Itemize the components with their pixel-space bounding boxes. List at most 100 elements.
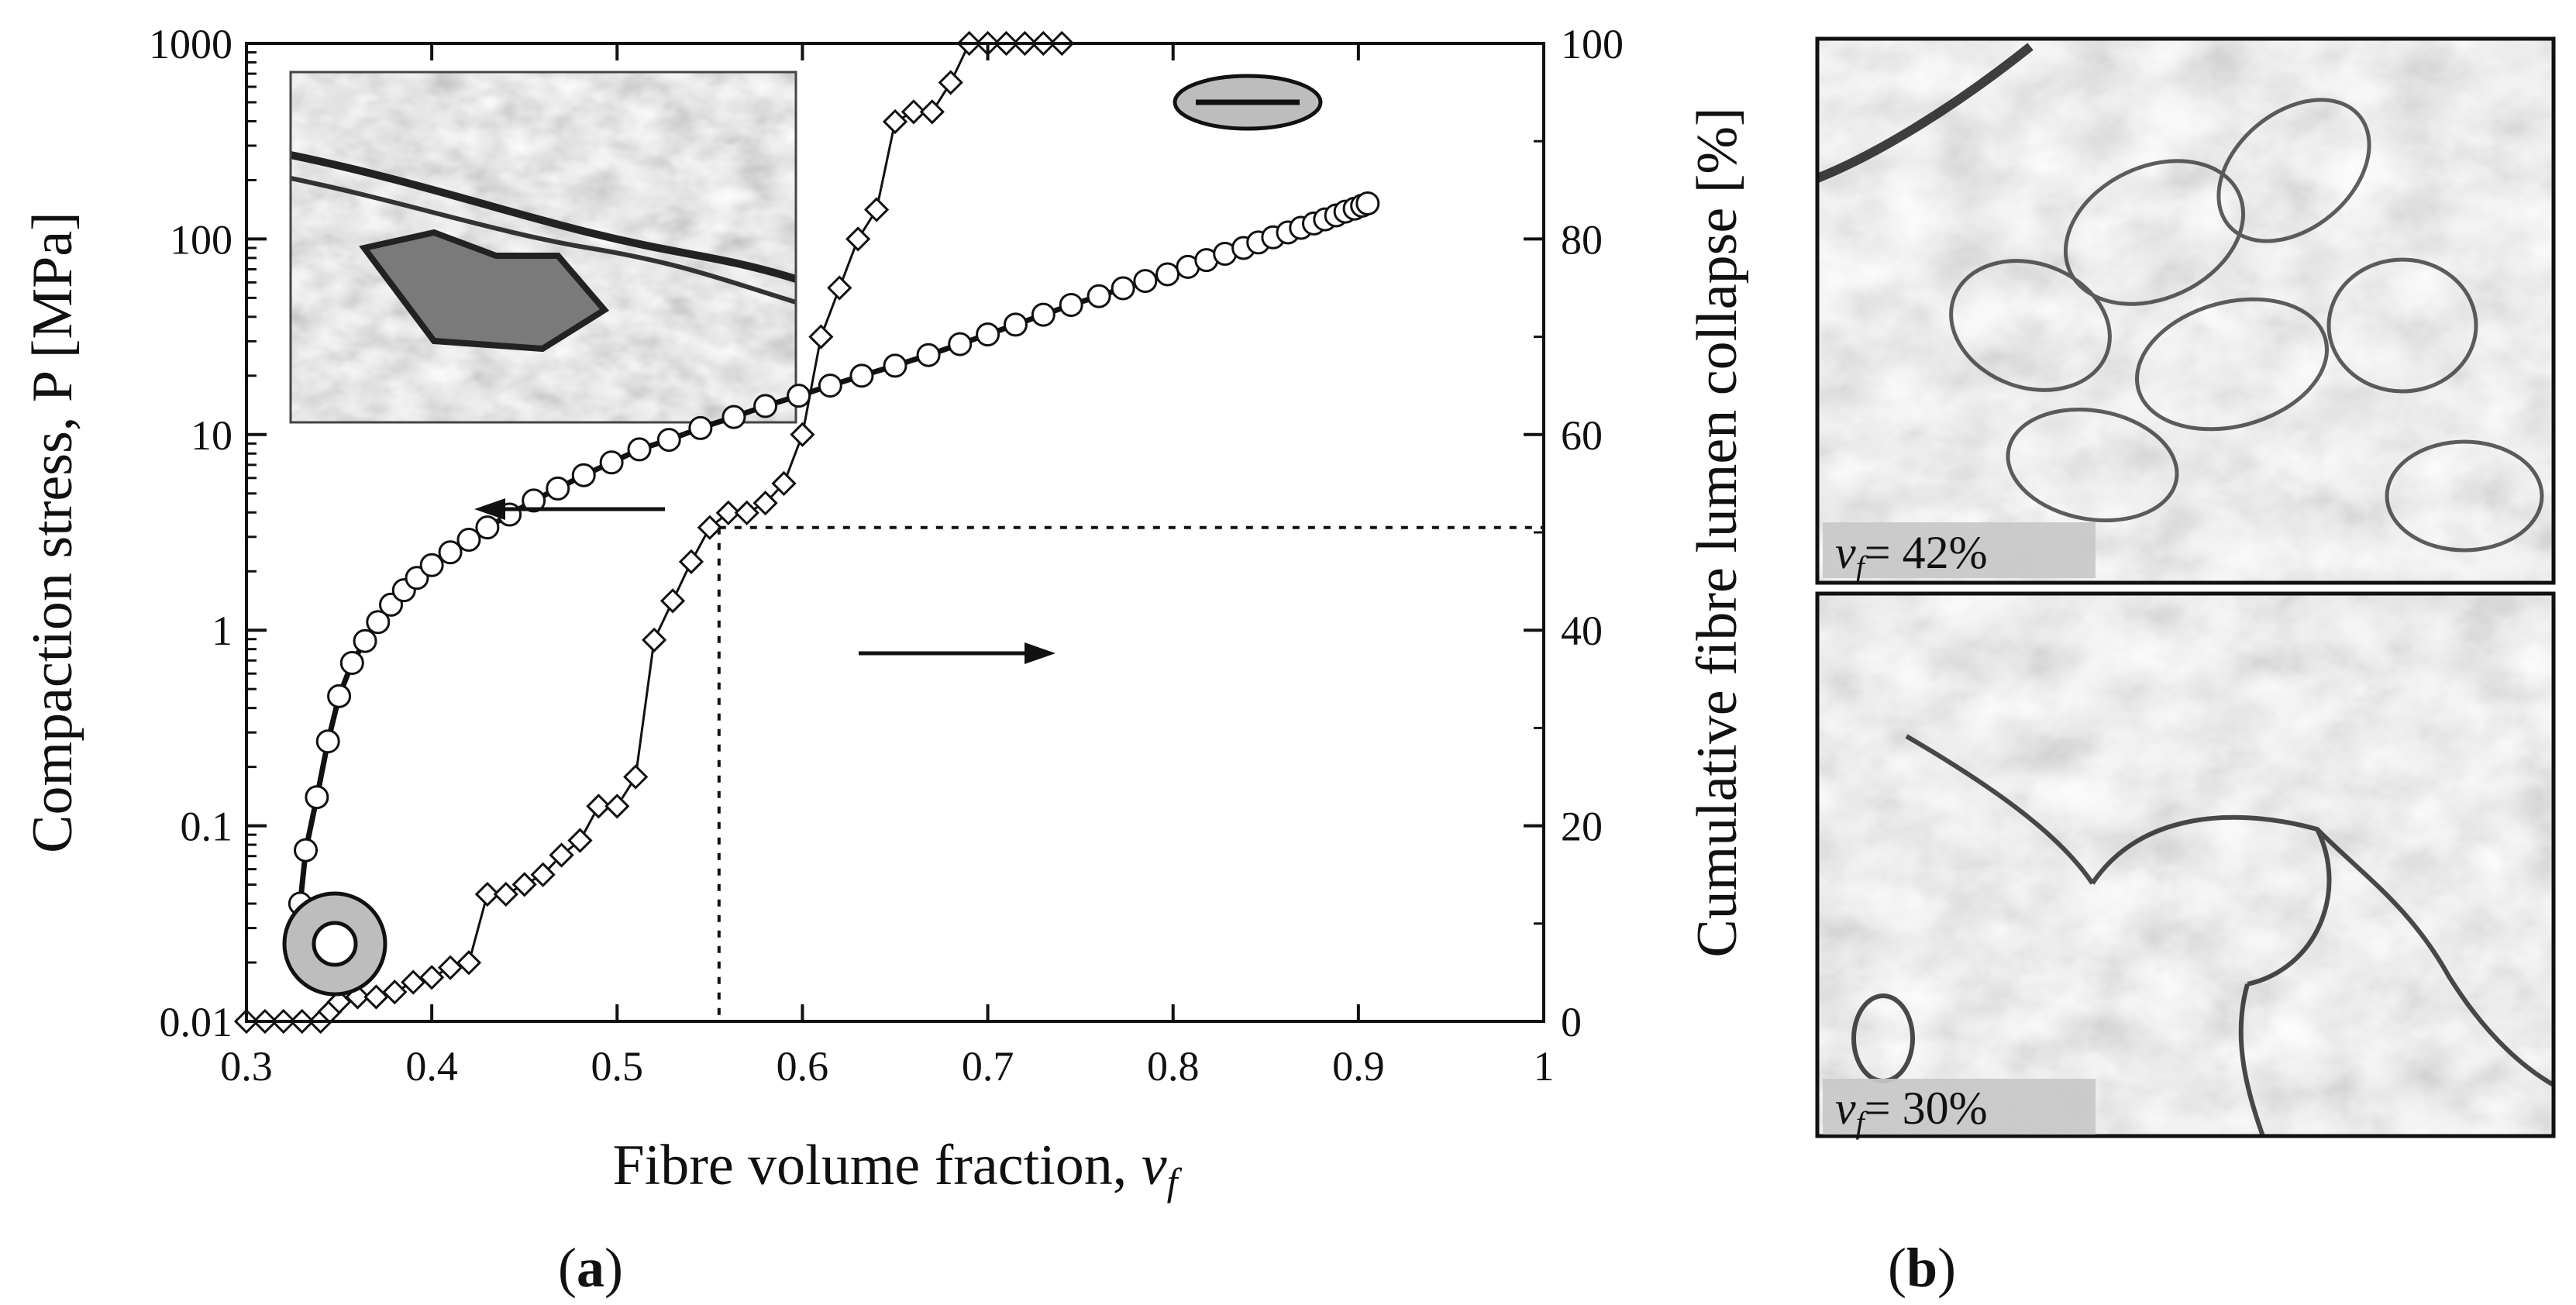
x-axis-title: Fibre volume fraction, vf bbox=[612, 1134, 1182, 1203]
right-axis-title: Cumulative fibre lumen collapse [%] bbox=[1686, 107, 1749, 957]
collapse-data-point bbox=[623, 764, 649, 790]
right-tick-label: 100 bbox=[1561, 21, 1624, 67]
collapse-data-point bbox=[808, 324, 834, 349]
micrograph-top-caption: vf= 42% bbox=[1835, 527, 1988, 584]
collapse-data-point bbox=[401, 969, 426, 995]
stress-data-point bbox=[366, 610, 391, 635]
right-tick-label: 80 bbox=[1561, 216, 1603, 263]
stress-data-point bbox=[976, 322, 1000, 347]
collapse-data-point bbox=[419, 965, 445, 990]
x-tick-label: 0.3 bbox=[220, 1043, 273, 1090]
stress-data-point bbox=[419, 553, 444, 577]
right-tick-label: 20 bbox=[1561, 804, 1603, 850]
x-tick-label: 0.6 bbox=[777, 1043, 829, 1090]
stress-data-point bbox=[753, 394, 778, 418]
stress-data-point bbox=[721, 405, 746, 429]
stress-data-point bbox=[305, 785, 329, 810]
stress-data-point bbox=[627, 437, 652, 462]
left-tick-label: 10 bbox=[191, 412, 232, 459]
panel-label-a: (a) bbox=[558, 1237, 623, 1299]
stress-data-point bbox=[294, 838, 319, 863]
stress-data-point bbox=[1133, 269, 1158, 294]
stress-data-point bbox=[1003, 312, 1028, 337]
stress-data-point bbox=[1087, 284, 1111, 308]
micrograph-panel-b: vf= 42% vf= 30% (b) bbox=[1815, 36, 2556, 1299]
micrograph-bottom-caption: vf= 30% bbox=[1835, 1083, 1988, 1140]
inset-sem-micrograph bbox=[289, 71, 797, 424]
stress-data-point bbox=[656, 428, 681, 453]
stress-data-point bbox=[916, 343, 941, 367]
stress-data-point bbox=[688, 415, 713, 440]
left-axis-title: Compaction stress, P [MPa] bbox=[21, 212, 84, 853]
stress-data-point bbox=[1111, 276, 1135, 301]
x-tick-label: 0.5 bbox=[591, 1043, 644, 1090]
collapse-data-point bbox=[493, 881, 518, 907]
collapse-data-point bbox=[678, 549, 704, 574]
stress-data-point bbox=[522, 488, 546, 513]
collapse-data-point bbox=[530, 862, 556, 887]
collapse-data-point bbox=[456, 950, 482, 976]
collapse-data-point bbox=[567, 828, 593, 853]
chart-panel-a: 0.3 0.4 0.5 0.6 0.7 0.8 0.9 1 0.010.11101001000… bbox=[21, 21, 1749, 1299]
collapse-data-point bbox=[790, 422, 815, 447]
stress-data-point bbox=[571, 463, 596, 487]
collapse-data-point bbox=[474, 881, 501, 907]
x-axis-ticks: 0.3 0.4 0.5 0.6 0.7 0.8 0.9 1 bbox=[220, 43, 1555, 1090]
stress-data-point bbox=[1355, 191, 1380, 216]
stress-data-point bbox=[339, 650, 364, 675]
left-tick-label: 0.1 bbox=[181, 804, 233, 850]
collapse-data-point bbox=[697, 515, 722, 540]
fibre-collapsed-lumen-icon bbox=[1173, 74, 1323, 131]
collapse-data-point bbox=[549, 842, 574, 868]
collapse-data-point bbox=[586, 794, 611, 819]
micrograph-bottom: vf= 30% bbox=[1815, 591, 2556, 1140]
x-tick-label: 0.4 bbox=[405, 1043, 458, 1090]
collapse-data-point bbox=[363, 984, 389, 1010]
collapse-data-point bbox=[863, 197, 890, 222]
stress-data-point bbox=[818, 374, 842, 398]
left-tick-label: 1 bbox=[212, 608, 232, 654]
left-tick-label: 0.01 bbox=[160, 999, 233, 1045]
right-tick-label: 40 bbox=[1561, 608, 1603, 654]
stress-data-point bbox=[456, 527, 481, 552]
collapse-data-point bbox=[771, 470, 797, 497]
stress-data-point bbox=[1155, 262, 1180, 287]
stress-data-point bbox=[438, 540, 463, 565]
stress-data-point bbox=[883, 353, 907, 378]
collapse-data-point bbox=[659, 588, 686, 614]
collapse-data-point bbox=[382, 980, 408, 1005]
stress-data-point bbox=[787, 384, 811, 408]
stress-data-point bbox=[353, 628, 377, 653]
stress-data-point bbox=[948, 332, 973, 356]
collapse-data-point bbox=[734, 500, 759, 525]
collapse-data-point bbox=[641, 627, 667, 652]
arrow-left-axis bbox=[474, 498, 665, 520]
right-tick-label: 0 bbox=[1561, 999, 1582, 1045]
stress-data-point bbox=[1059, 293, 1083, 318]
arrow-right-axis bbox=[859, 642, 1056, 664]
right-axis-ticks: 0 20 40 60 80 100 bbox=[1524, 21, 1624, 1045]
collapse-data-point bbox=[752, 491, 778, 516]
micrograph-top: vf= 42% bbox=[1815, 36, 2556, 585]
collapse-data-point bbox=[938, 70, 963, 95]
collapse-data-point bbox=[604, 794, 630, 819]
x-tick-label: 0.7 bbox=[962, 1043, 1014, 1090]
stress-data-point bbox=[327, 683, 352, 708]
x-tick-label: 1 bbox=[1534, 1043, 1555, 1090]
stress-data-point bbox=[599, 450, 624, 475]
stress-data-point bbox=[1031, 302, 1056, 327]
collapse-data-point bbox=[882, 108, 908, 135]
stress-data-point bbox=[475, 515, 500, 540]
collapse-data-point bbox=[919, 99, 945, 125]
left-tick-label: 100 bbox=[170, 216, 232, 263]
x-tick-label: 0.9 bbox=[1332, 1043, 1385, 1090]
collapse-data-point bbox=[326, 989, 352, 1014]
collapse-data-point bbox=[845, 226, 871, 252]
collapse-data-point bbox=[715, 500, 741, 525]
stress-data-point bbox=[849, 363, 874, 388]
stress-data-point bbox=[546, 476, 570, 501]
fibre-open-lumen-icon bbox=[282, 891, 387, 997]
left-axis-ticks: 0.01 0.1 1 10 100 1000 bbox=[149, 21, 267, 1045]
collapse-data-point bbox=[827, 275, 852, 301]
